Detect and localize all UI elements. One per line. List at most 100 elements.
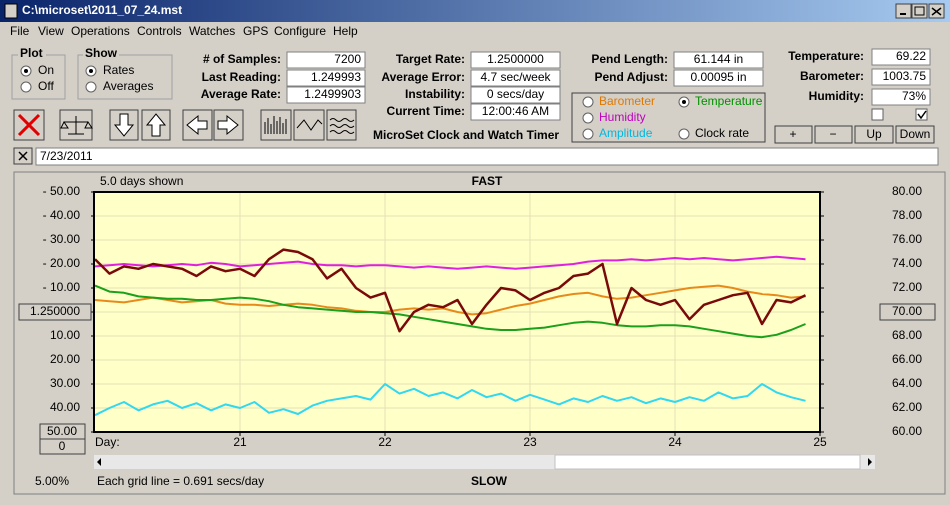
sensor-option[interactable]: Temperature: [695, 94, 763, 108]
field-box: [470, 103, 561, 121]
field-label: Pend Adjust:: [594, 70, 668, 84]
field-label: Temperature:: [788, 49, 864, 63]
field-box: [673, 51, 764, 69]
menu-item[interactable]: File: [10, 24, 30, 38]
y-tick-label: - 20.00: [43, 256, 81, 270]
x-tick-label: 21: [233, 435, 247, 449]
y2-tick-label: 68.00: [892, 328, 922, 342]
field-value: 73%: [902, 89, 926, 103]
offset-label[interactable]: 0: [59, 439, 66, 453]
button-label[interactable]: +: [789, 127, 796, 141]
button[interactable]: [854, 125, 894, 144]
field-label: Average Rate:: [201, 87, 281, 101]
field-value: 69.22: [896, 49, 926, 63]
y2-tick-label: 66.00: [892, 352, 922, 366]
radio[interactable]: [582, 128, 594, 140]
field-box: [871, 88, 931, 106]
y2-tick-label: 72.00: [892, 280, 922, 294]
field-value: 4.7 sec/week: [480, 70, 551, 84]
radio-label[interactable]: Off: [38, 79, 54, 93]
maximize-button[interactable]: [911, 3, 928, 19]
radio[interactable]: [582, 112, 594, 124]
x-tick-label: 25: [813, 435, 827, 449]
button[interactable]: [774, 125, 813, 144]
menu-item[interactable]: Configure: [274, 24, 326, 38]
radio[interactable]: [678, 128, 690, 140]
series-line: [94, 248, 807, 333]
field-label: Barometer:: [800, 69, 864, 83]
date-text[interactable]: 7/23/2011: [40, 149, 93, 163]
bars-button[interactable]: [260, 109, 292, 141]
radio[interactable]: [85, 81, 97, 93]
y2-tick-label: 78.00: [892, 208, 922, 222]
sensor-option[interactable]: Amplitude: [599, 126, 653, 140]
title-bar: [0, 0, 950, 22]
y2-tick-label: 60.00: [892, 424, 922, 438]
series-line: [94, 383, 806, 417]
field-label: Humidity:: [809, 89, 864, 103]
series-line: [94, 255, 806, 270]
button-label[interactable]: Down: [900, 127, 931, 141]
field-box: [470, 69, 561, 87]
radio-label[interactable]: Rates: [103, 63, 134, 77]
radio-label[interactable]: On: [38, 63, 54, 77]
minimize-button[interactable]: [895, 3, 912, 19]
field-label: Instability:: [405, 87, 465, 101]
sensor-option[interactable]: Barometer: [599, 94, 655, 108]
field-value: 1.249993: [311, 70, 361, 84]
menu-item[interactable]: Operations: [71, 24, 130, 38]
bottom-label: SLOW: [471, 474, 508, 488]
grid-note: Each grid line = 0.691 secs/day: [97, 474, 264, 488]
menu-item[interactable]: Controls: [137, 24, 182, 38]
span-label: 5.0 days shown: [100, 174, 183, 188]
y-tick-label: - 40.00: [43, 208, 81, 222]
y2-tick-label: 80.00: [892, 184, 922, 198]
rate-button[interactable]: [18, 303, 92, 321]
button[interactable]: [895, 125, 935, 144]
menu-item[interactable]: View: [38, 24, 64, 38]
field-label: Pend Length:: [591, 52, 668, 66]
radio-label[interactable]: Averages: [103, 79, 153, 93]
y-tick-label: 30.00: [50, 376, 80, 390]
checkbox[interactable]: [871, 108, 884, 121]
sensor-option[interactable]: Humidity: [599, 110, 646, 124]
field-box: [673, 69, 764, 87]
field-value: 0 secs/day: [487, 87, 544, 101]
field-label: # of Samples:: [203, 52, 281, 66]
button-label[interactable]: −: [829, 127, 836, 141]
series-line: [94, 284, 806, 339]
field-label: Average Error:: [381, 70, 465, 84]
y2-button[interactable]: [879, 303, 936, 321]
menu-item[interactable]: Help: [333, 24, 358, 38]
field-value: 61.144 in: [694, 52, 743, 66]
y2-tick-label: 74.00: [892, 256, 922, 270]
offset-button[interactable]: [39, 438, 86, 455]
scroll-thumb[interactable]: [554, 454, 861, 470]
date-input[interactable]: [35, 147, 939, 166]
field-label: Last Reading:: [202, 70, 281, 84]
group-box: [77, 54, 173, 100]
line-button[interactable]: [293, 109, 325, 141]
sensor-option[interactable]: Clock rate: [695, 126, 749, 140]
menu-item[interactable]: Watches: [189, 24, 235, 38]
y-tick-label: 50.00: [47, 424, 77, 438]
plot-border: [93, 191, 821, 433]
checkbox[interactable]: [915, 108, 928, 121]
window-title: C:\microset\2011_07_24.mst: [22, 3, 182, 17]
field-value: 1.2499903: [304, 87, 361, 101]
radio[interactable]: [582, 96, 594, 108]
menu-item[interactable]: GPS: [243, 24, 268, 38]
y-tick-label: - 10.00: [43, 280, 81, 294]
field-box: [470, 51, 561, 69]
y-tick-label: 10.00: [50, 328, 80, 342]
y2-tick-label: 70.00: [892, 304, 922, 318]
radio[interactable]: [20, 81, 32, 93]
button[interactable]: [814, 125, 853, 144]
field-value: 1003.75: [883, 69, 927, 83]
y2-tick-label: 76.00: [892, 232, 922, 246]
x-tick-label: 22: [378, 435, 392, 449]
button-label[interactable]: Up: [866, 127, 882, 141]
y2-tick-label: 64.00: [892, 376, 922, 390]
field-value: 1.2500000: [487, 52, 544, 66]
